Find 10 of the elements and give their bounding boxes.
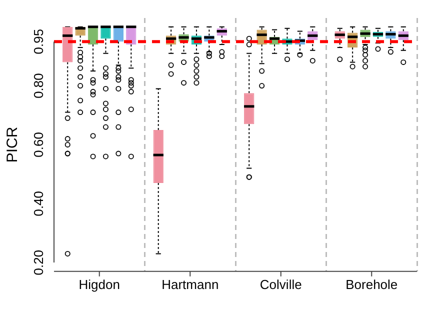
- y-axis-title: PICR: [4, 126, 22, 163]
- y-tick-label: 0.20: [31, 250, 46, 276]
- y-tick-label: 0.40: [31, 190, 46, 216]
- y-tick-label: 0.60: [31, 132, 46, 158]
- y-tick-label: 0.95: [31, 28, 46, 54]
- y-tick-label: 0.80: [31, 73, 46, 98]
- x-tick-label: Higdon: [78, 276, 120, 292]
- x-tick-label: Borehole: [346, 276, 398, 292]
- x-tick-label: Colville: [260, 276, 302, 292]
- x-tick-label: Hartmann: [162, 276, 219, 292]
